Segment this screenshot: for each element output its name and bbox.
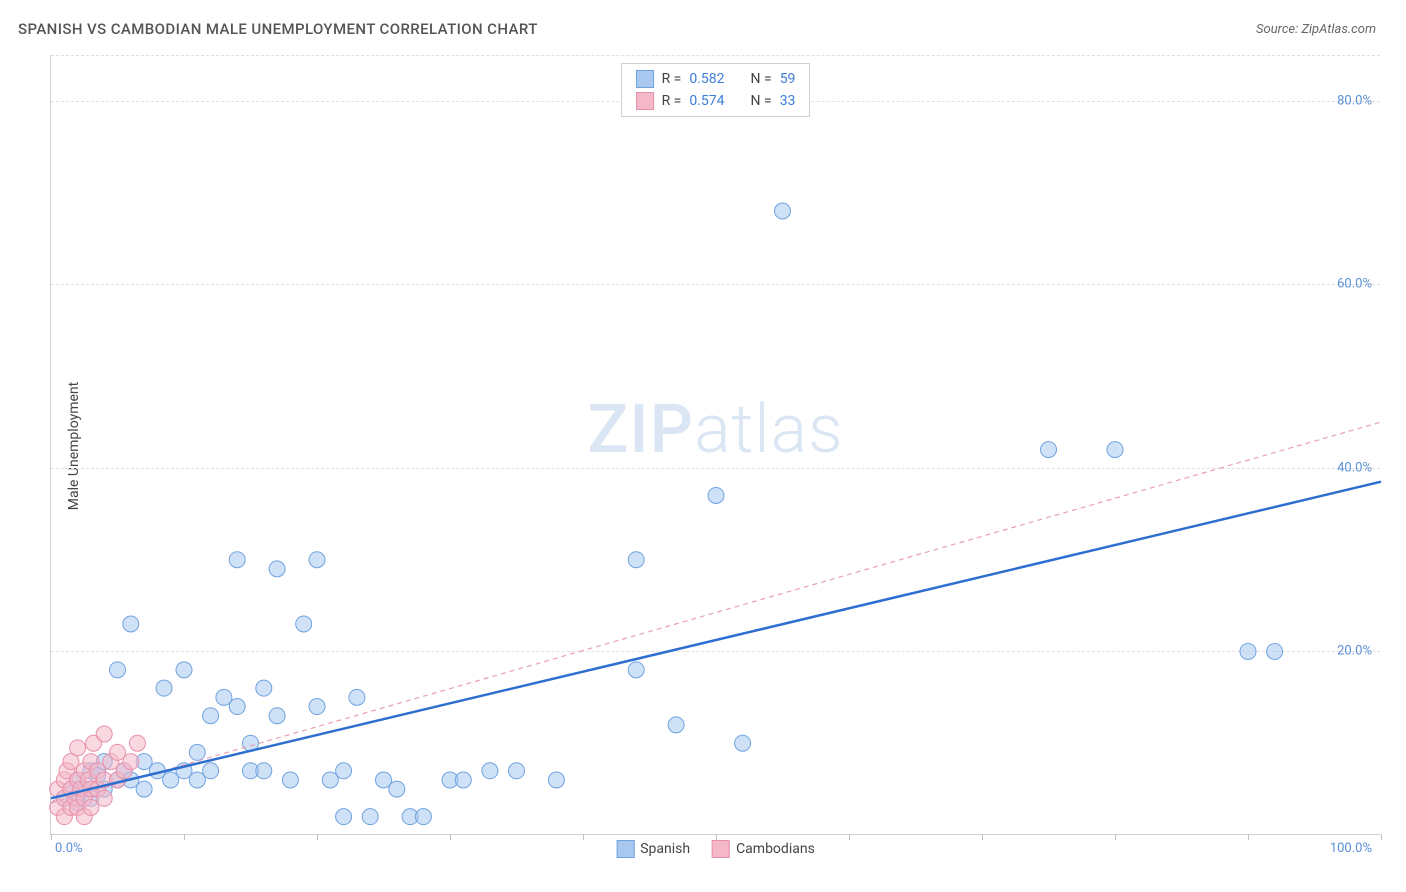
x-tick: [982, 834, 983, 840]
data-point: [509, 763, 525, 779]
y-tick-label: 20.0%: [1337, 644, 1372, 659]
data-point: [129, 735, 145, 751]
data-point: [628, 552, 644, 568]
data-point: [1041, 442, 1057, 458]
data-point: [628, 662, 644, 678]
x-axis-max-label: 100.0%: [1330, 841, 1372, 856]
x-tick: [317, 834, 318, 840]
scatter-svg: [51, 55, 1380, 834]
data-point: [203, 763, 219, 779]
data-point: [1267, 643, 1283, 659]
legend-series: Spanish Cambodians: [616, 840, 815, 858]
data-point: [336, 809, 352, 825]
data-point: [110, 662, 126, 678]
y-tick-label: 40.0%: [1337, 460, 1372, 475]
data-point: [455, 772, 471, 788]
data-point: [735, 735, 751, 751]
data-point: [548, 772, 564, 788]
x-tick: [51, 834, 52, 840]
x-tick: [583, 834, 584, 840]
legend-series-label: Cambodians: [736, 841, 815, 857]
legend-r-label: R =: [662, 71, 682, 87]
trend-line: [51, 422, 1381, 803]
x-tick: [450, 834, 451, 840]
data-point: [1240, 643, 1256, 659]
legend-series-item: Spanish: [616, 840, 690, 858]
x-tick: [1115, 834, 1116, 840]
data-point: [256, 763, 272, 779]
data-point: [203, 708, 219, 724]
data-point: [156, 680, 172, 696]
data-point: [70, 740, 86, 756]
data-point: [296, 616, 312, 632]
data-point: [123, 616, 139, 632]
data-point: [389, 781, 405, 797]
legend-n-label: N =: [751, 71, 772, 87]
data-point: [668, 717, 684, 733]
data-point: [309, 699, 325, 715]
data-point: [708, 487, 724, 503]
source-prefix: Source:: [1256, 22, 1301, 37]
data-point: [336, 763, 352, 779]
legend-r-label: R =: [662, 93, 682, 109]
data-point: [136, 781, 152, 797]
data-point: [349, 689, 365, 705]
x-axis-min-label: 0.0%: [55, 841, 83, 856]
data-point: [309, 552, 325, 568]
legend-series-item: Cambodians: [712, 840, 815, 858]
y-tick-label: 60.0%: [1337, 277, 1372, 292]
chart-title: SPANISH VS CAMBODIAN MALE UNEMPLOYMENT C…: [18, 20, 538, 38]
legend-r-value: 0.574: [689, 93, 724, 109]
legend-stats: R = 0.582 N = 59 R = 0.574 N = 33: [621, 63, 811, 117]
data-point: [1107, 442, 1123, 458]
data-point: [362, 809, 378, 825]
x-tick: [184, 834, 185, 840]
data-point: [482, 763, 498, 779]
legend-n-value: 33: [780, 93, 796, 109]
legend-r-value: 0.582: [689, 71, 724, 87]
legend-swatch: [636, 70, 654, 88]
correlation-chart: SPANISH VS CAMBODIAN MALE UNEMPLOYMENT C…: [0, 0, 1406, 892]
legend-stat-row: R = 0.582 N = 59: [622, 68, 810, 90]
source-name: ZipAtlas.com: [1301, 22, 1376, 37]
y-tick-label: 80.0%: [1337, 93, 1372, 108]
legend-swatch: [636, 92, 654, 110]
data-point: [96, 790, 112, 806]
data-point: [229, 699, 245, 715]
data-point: [775, 203, 791, 219]
data-point: [269, 708, 285, 724]
data-point: [229, 552, 245, 568]
legend-swatch: [712, 840, 730, 858]
data-point: [415, 809, 431, 825]
trend-line: [51, 482, 1381, 799]
data-point: [269, 561, 285, 577]
data-point: [189, 744, 205, 760]
legend-stat-row: R = 0.574 N = 33: [622, 90, 810, 112]
legend-series-label: Spanish: [640, 841, 690, 857]
data-point: [282, 772, 298, 788]
x-tick: [1381, 834, 1382, 840]
legend-n-label: N =: [751, 93, 772, 109]
data-point: [176, 662, 192, 678]
x-tick: [849, 834, 850, 840]
plot-area: ZIPatlas R =0.582N =59R =0.574N =33 Span…: [50, 55, 1380, 835]
data-point: [256, 680, 272, 696]
data-point: [123, 754, 139, 770]
source-label: Source: ZipAtlas.com: [1256, 22, 1376, 37]
data-point: [96, 726, 112, 742]
legend-n-value: 59: [780, 71, 796, 87]
legend-swatch: [616, 840, 634, 858]
x-tick: [1248, 834, 1249, 840]
